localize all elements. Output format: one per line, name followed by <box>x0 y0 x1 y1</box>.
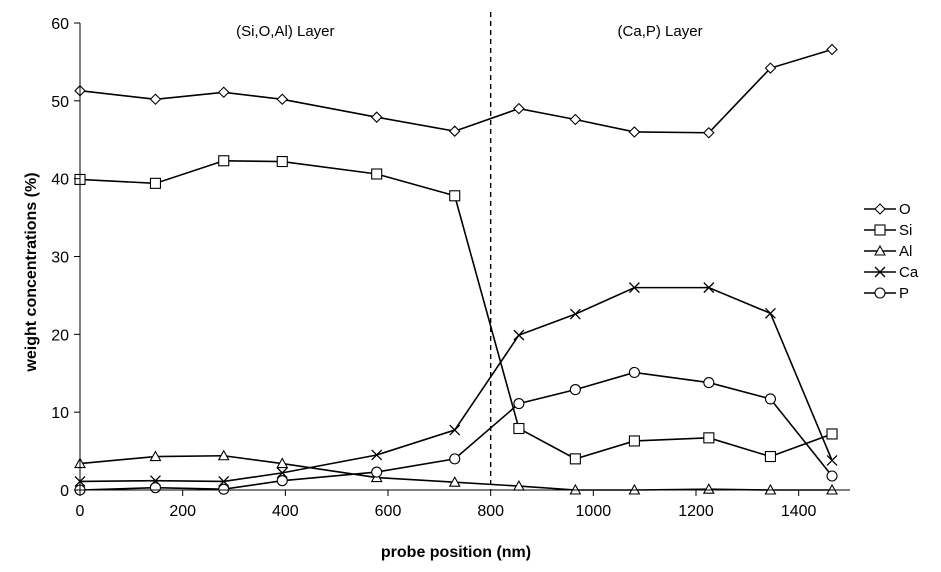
marker-square <box>874 224 886 236</box>
marker-diamond <box>513 102 525 115</box>
x-tick-label: 1200 <box>678 503 714 520</box>
marker-x <box>628 282 640 294</box>
y-tick-label: 0 <box>60 483 69 500</box>
marker-diamond <box>448 125 461 137</box>
marker-square <box>513 422 525 435</box>
x-tick-label: 1400 <box>781 503 817 520</box>
series-line-o <box>79 48 833 134</box>
legend-item-si: Si <box>864 222 912 239</box>
marker-circle <box>449 453 461 465</box>
marker-circle <box>874 287 886 299</box>
legend-item-p: P <box>864 285 909 302</box>
marker-diamond <box>826 43 838 56</box>
marker-square <box>764 450 776 463</box>
legend-label-ca: Ca <box>899 264 919 281</box>
marker-square <box>826 428 838 440</box>
series-line-al <box>79 454 833 491</box>
marker-triangle <box>874 244 886 256</box>
region-label-ca-p: (Ca,P) Layer <box>618 23 703 40</box>
marker-square <box>218 155 230 167</box>
marker-x <box>449 424 461 436</box>
legend-item-al: Al <box>864 243 912 260</box>
marker-x <box>569 308 581 320</box>
marker-circle <box>371 466 383 478</box>
marker-triangle <box>217 449 230 461</box>
marker-circle <box>513 398 525 410</box>
x-tick-label: 600 <box>375 503 402 520</box>
region-label-si-o-al: (Si,O,Al) Layer <box>236 23 334 40</box>
marker-diamond <box>874 203 886 215</box>
marker-square <box>628 435 640 447</box>
series-line-p <box>79 371 833 491</box>
x-tick-label: 0 <box>76 503 85 520</box>
y-tick-label: 60 <box>51 16 69 33</box>
series-p <box>74 366 838 496</box>
x-tick-label: 400 <box>272 503 299 520</box>
axes <box>79 23 850 491</box>
marker-triangle <box>149 450 162 462</box>
y-tick-label: 40 <box>51 172 69 189</box>
x-axis-title: probe position (nm) <box>381 544 531 561</box>
marker-diamond <box>217 86 230 99</box>
marker-x <box>276 467 288 479</box>
marker-x <box>513 329 525 341</box>
marker-square <box>371 168 383 180</box>
legend-label-al: Al <box>899 243 912 260</box>
y-axis-title: weight concentrations (%) <box>23 172 40 372</box>
legend-item-ca: Ca <box>864 264 919 281</box>
marker-square <box>149 177 162 189</box>
marker-square <box>449 190 461 202</box>
marker-circle <box>149 482 162 494</box>
marker-square <box>703 432 715 444</box>
y-tick-label: 20 <box>51 327 69 344</box>
marker-circle <box>218 483 230 495</box>
y-tick-label: 30 <box>51 250 69 267</box>
marker-circle <box>276 475 288 487</box>
marker-circle <box>764 393 776 405</box>
marker-triangle <box>276 457 289 469</box>
marker-diamond <box>149 93 162 106</box>
marker-diamond <box>764 62 777 74</box>
legend-item-o: O <box>864 201 911 218</box>
marker-diamond <box>569 113 582 126</box>
marker-diamond <box>628 126 641 138</box>
marker-circle <box>703 377 715 389</box>
series-line-si <box>79 159 833 460</box>
marker-x <box>218 475 230 487</box>
marker-triangle <box>702 483 715 494</box>
series-si <box>74 155 838 465</box>
series-line-ca <box>79 286 833 483</box>
marker-triangle <box>448 476 461 487</box>
marker-circle <box>826 470 838 482</box>
marker-square <box>276 155 288 168</box>
marker-x <box>703 282 715 294</box>
y-tick-label: 10 <box>51 405 69 422</box>
marker-square <box>569 453 581 465</box>
legend-label-p: P <box>899 285 909 302</box>
marker-diamond <box>276 93 289 106</box>
marker-x <box>764 307 776 319</box>
x-tick-label: 1000 <box>576 503 612 520</box>
marker-circle <box>569 384 581 396</box>
series-o <box>74 43 838 139</box>
series-layer <box>74 43 838 496</box>
legend-label-si: Si <box>899 222 912 239</box>
marker-circle <box>628 366 640 379</box>
x-tick-label: 200 <box>169 503 196 520</box>
marker-x <box>826 454 838 466</box>
marker-x <box>874 266 886 278</box>
legend-label-o: O <box>899 201 911 218</box>
y-tick-label: 50 <box>51 94 69 111</box>
marker-diamond <box>370 111 383 123</box>
marker-x <box>371 449 383 461</box>
x-tick-label: 800 <box>477 503 504 520</box>
marker-diamond <box>703 126 715 139</box>
legend: O Si Al Ca P <box>864 201 919 302</box>
series-al <box>74 449 838 495</box>
